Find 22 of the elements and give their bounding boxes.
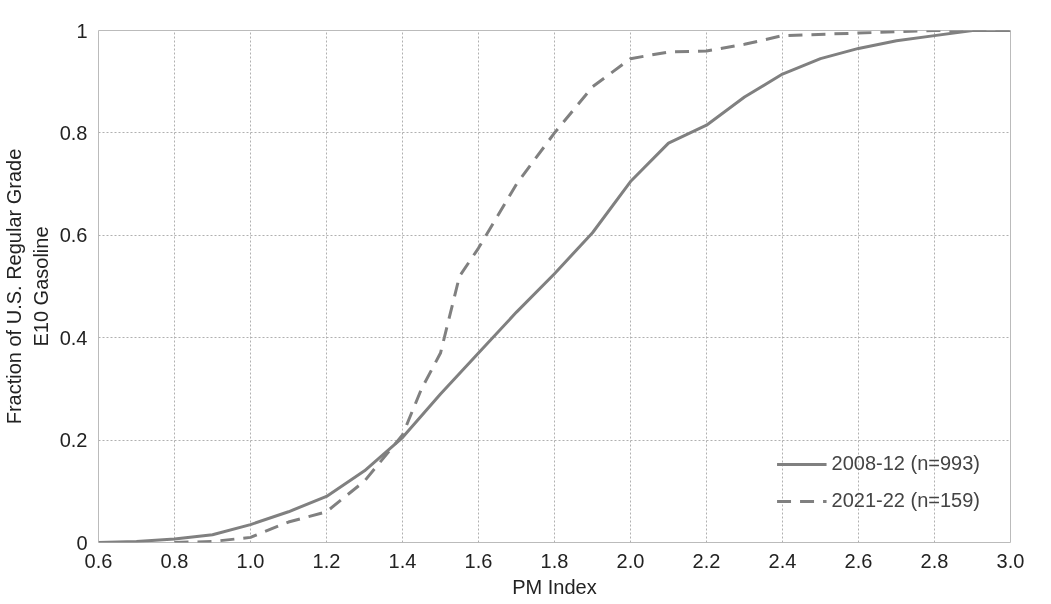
x-tick-label: 2.6 [844, 549, 873, 572]
y-tick-label: 1 [76, 19, 88, 42]
legend-label: 2008-12 (n=993) [831, 452, 980, 475]
y-tick-label: 0.6 [59, 224, 88, 247]
legend-label: 2021-22 (n=159) [831, 489, 980, 512]
x-tick-label: 0.8 [160, 549, 189, 572]
x-tick-label: 1.6 [464, 549, 493, 572]
x-tick-label: 1.8 [540, 549, 569, 572]
y-tick-label: 0.8 [59, 121, 88, 144]
y-tick-label: 0.2 [59, 429, 88, 452]
y-axis-title: Fraction of U.S. Regular Grade E10 Gasoline [3, 148, 52, 425]
x-tick-label: 3.0 [996, 549, 1025, 572]
x-tick-label: 1.4 [388, 549, 417, 572]
y-tick-label: 0.4 [59, 326, 88, 349]
x-tick-label: 2.4 [768, 549, 797, 572]
x-axis-title: PM Index [512, 575, 597, 598]
x-tick-label: 2.0 [616, 549, 645, 572]
y-tick-label: 0 [76, 531, 88, 554]
x-tick-label: 2.8 [920, 549, 949, 572]
x-tick-label: 2.2 [692, 549, 721, 572]
x-tick-label: 1.0 [236, 549, 265, 572]
x-tick-label: 1.2 [312, 549, 341, 572]
